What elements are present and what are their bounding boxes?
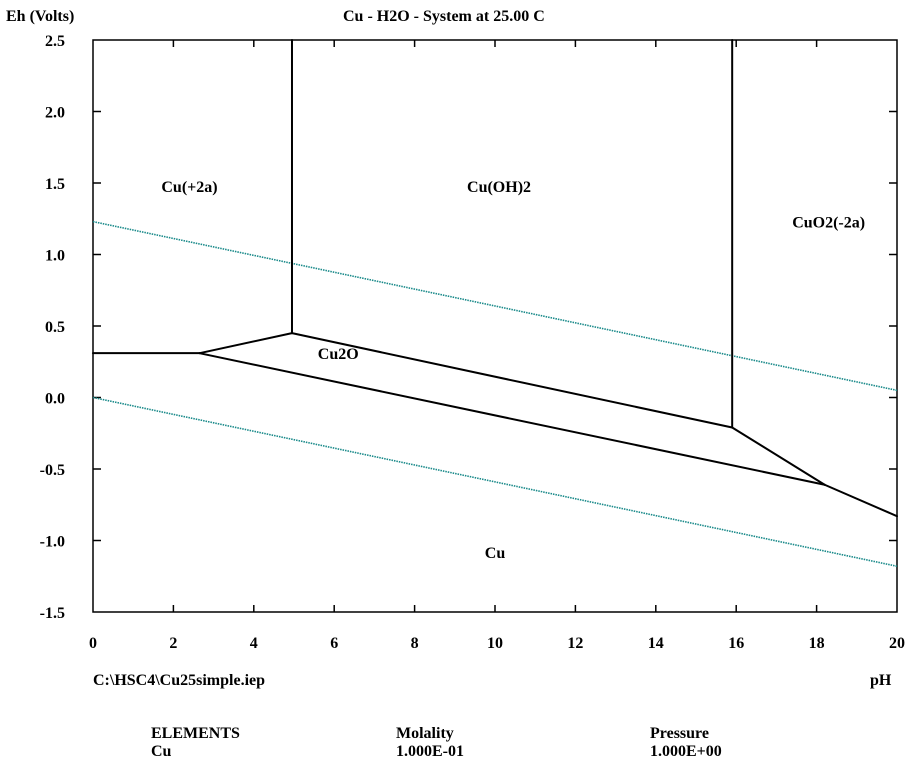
pressure-header: Pressure — [650, 725, 709, 742]
region-label: Cu(+2a) — [161, 179, 217, 196]
y-tick-label: -1.0 — [40, 534, 65, 551]
x-axis-label: pH — [870, 672, 892, 689]
y-tick-label: 1.0 — [45, 248, 65, 265]
x-tick-label: 20 — [889, 635, 905, 652]
water-line — [92, 396, 898, 568]
elements-header: ELEMENTS — [151, 725, 240, 742]
y-tick-label: 2.5 — [45, 33, 65, 50]
phase-boundaries — [92, 39, 898, 518]
region-label: Cu — [485, 545, 506, 562]
file-path: C:\HSC4\Cu25simple.iep — [93, 672, 266, 689]
phase-boundary-line — [198, 352, 826, 486]
x-axis-ticks: 0 2 4 6 8 10 12 14 16 18 20 — [89, 40, 905, 652]
region-labels: Cu(+2a) Cu(OH)2 CuO2(-2a) Cu2O Cu — [161, 179, 865, 562]
y-tick-label: 2.0 — [45, 105, 65, 122]
region-label: Cu2O — [318, 346, 359, 363]
x-tick-label: 0 — [89, 635, 97, 652]
phase-boundary-line — [823, 483, 898, 518]
phase-boundary-line — [198, 332, 293, 355]
y-tick-label: -0.5 — [40, 462, 65, 479]
x-tick-label: 4 — [250, 635, 258, 652]
x-tick-label: 14 — [648, 635, 664, 652]
region-label: CuO2(-2a) — [792, 215, 865, 232]
y-axis-label: Eh (Volts) — [6, 8, 75, 25]
molality-value: 1.000E-01 — [396, 743, 464, 760]
pressure-value: 1.000E+00 — [650, 743, 722, 760]
y-tick-label: -1.5 — [40, 605, 65, 622]
x-tick-label: 6 — [330, 635, 338, 652]
phase-boundary-line — [731, 426, 826, 486]
y-tick-label: 0.0 — [45, 391, 65, 408]
x-tick-label: 18 — [809, 635, 825, 652]
y-tick-label: 1.5 — [45, 176, 65, 193]
x-tick-label: 10 — [487, 635, 503, 652]
element-name: Cu — [151, 743, 172, 760]
y-tick-label: 0.5 — [45, 319, 65, 336]
phase-boundary-line — [290, 332, 734, 429]
molality-header: Molality — [396, 725, 454, 742]
water-stability-lines — [92, 220, 898, 568]
plot-frame — [92, 39, 898, 613]
x-tick-label: 8 — [411, 635, 419, 652]
y-axis-ticks: 2.5 2.0 1.5 1.0 0.5 0.0 -0.5 -1.0 -1.5 — [40, 33, 897, 622]
water-line — [92, 220, 898, 392]
region-label: Cu(OH)2 — [467, 179, 531, 196]
x-tick-label: 2 — [169, 635, 177, 652]
x-tick-label: 16 — [728, 635, 744, 652]
x-tick-label: 12 — [567, 635, 583, 652]
chart-title: Cu - H2O - System at 25.00 C — [343, 8, 545, 25]
